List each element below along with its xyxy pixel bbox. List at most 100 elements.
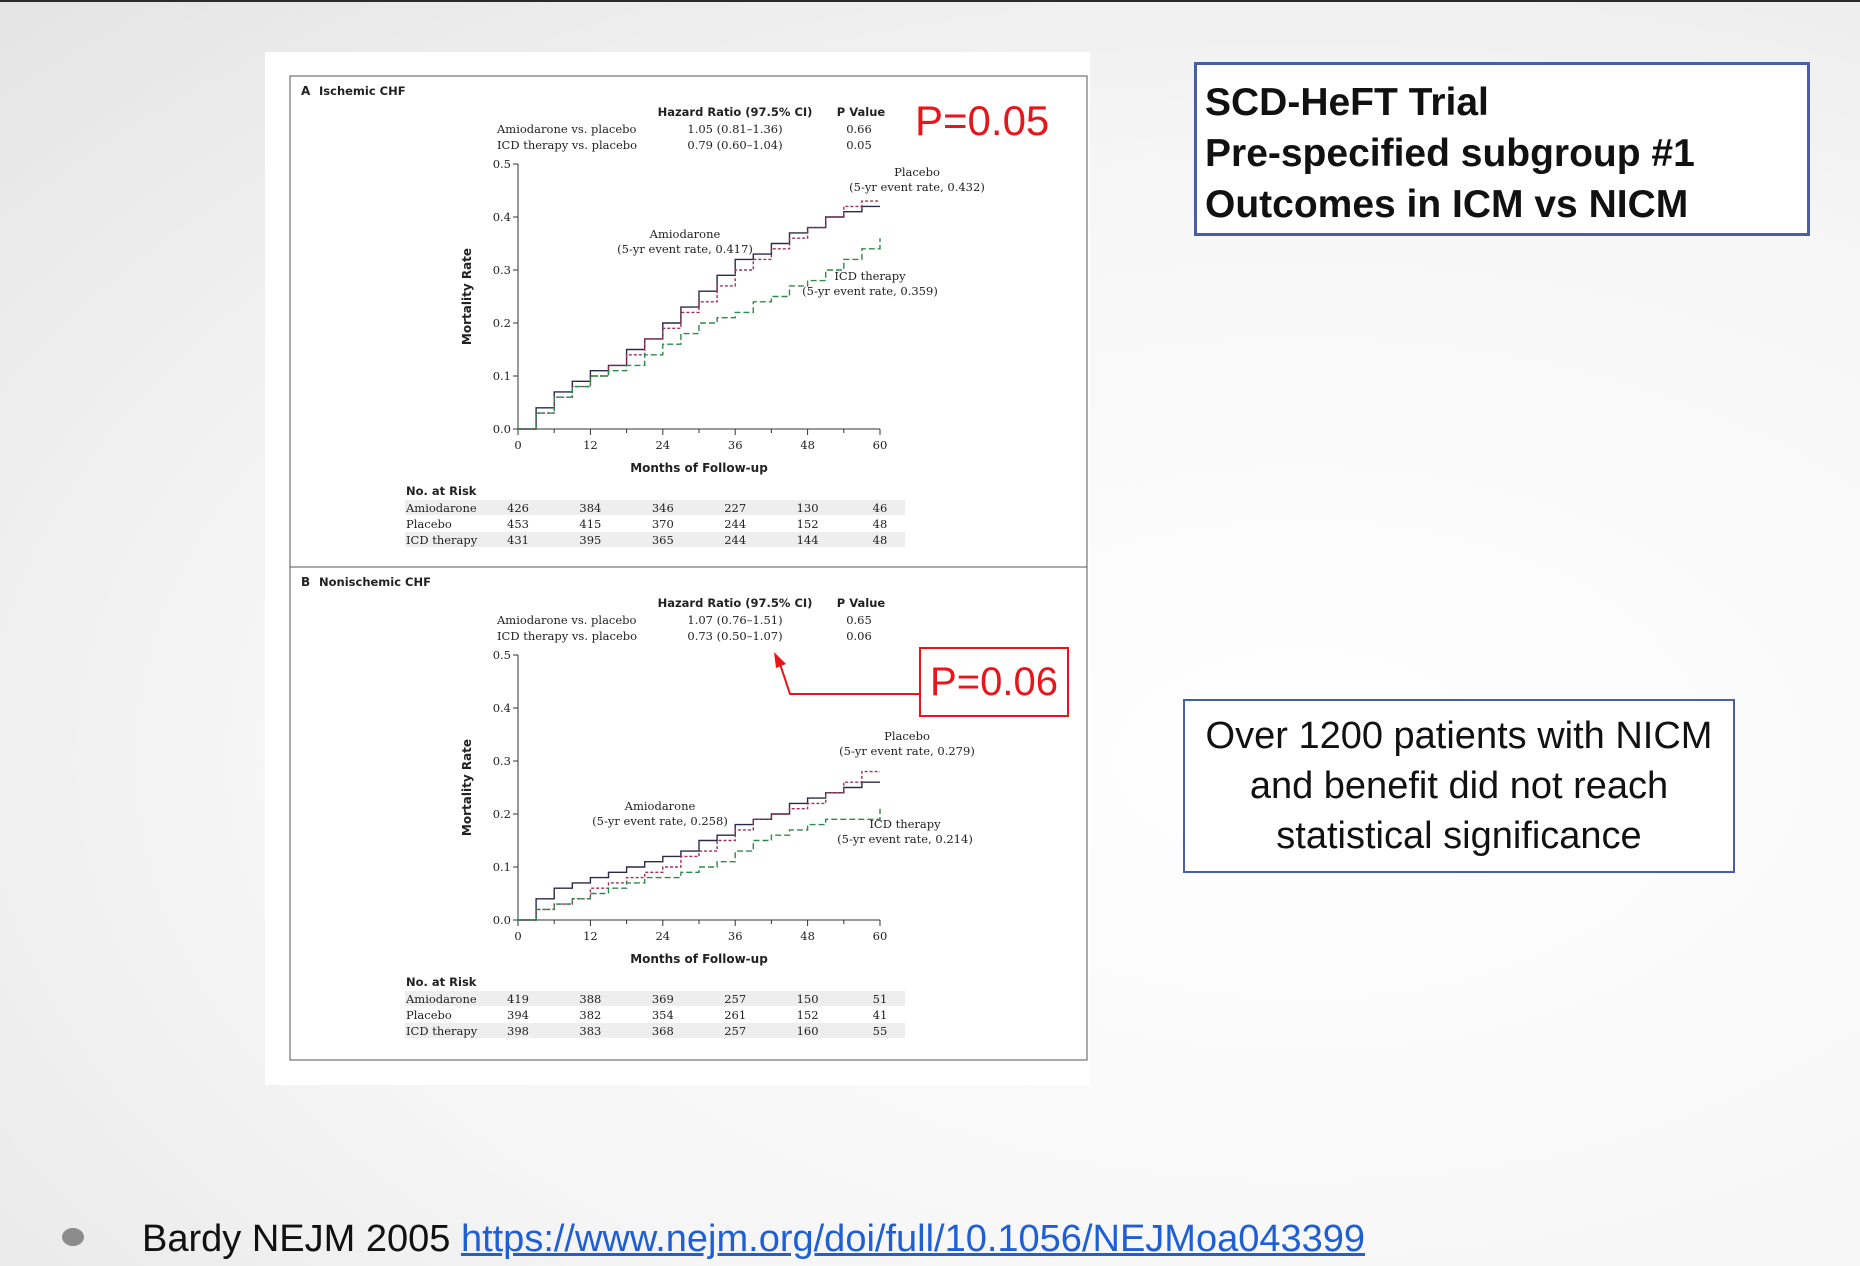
hr-row-p: 0.65 xyxy=(846,613,872,627)
risk-row-label: ICD therapy xyxy=(406,533,478,547)
km-figure-panel: A Ischemic CHF Hazard Ratio (97.5% CI) P Va… xyxy=(265,52,1090,1085)
hr-row-label: Amiodarone vs. placebo xyxy=(496,613,637,627)
figure-border xyxy=(289,75,1088,1061)
y-tick-label: 0.3 xyxy=(493,263,511,277)
citation: Bardy NEJM 2005 https://www.nejm.org/doi… xyxy=(142,1218,1365,1261)
y-tick-label: 0.2 xyxy=(493,807,511,821)
risk-value: 150 xyxy=(797,992,819,1006)
hr-row-value: 0.79 (0.60–1.04) xyxy=(687,138,782,152)
risk-value: 244 xyxy=(724,533,746,547)
risk-row-label: Amiodarone xyxy=(405,992,477,1006)
hr-row-p: 0.66 xyxy=(846,122,872,136)
risk-value: 152 xyxy=(797,1008,819,1022)
top-border-line xyxy=(0,0,1860,2)
risk-value: 257 xyxy=(724,1024,746,1038)
risk-value: 398 xyxy=(507,1024,529,1038)
p-header: P Value xyxy=(837,596,886,610)
x-tick-label: 36 xyxy=(728,929,743,943)
series-label: Placebo xyxy=(894,165,940,179)
risk-value: 419 xyxy=(507,992,529,1006)
risk-value: 46 xyxy=(873,501,888,515)
x-tick-label: 24 xyxy=(655,438,670,452)
x-tick-label: 48 xyxy=(800,929,815,943)
y-tick-label: 0.1 xyxy=(493,860,511,874)
series-event-rate: (5-yr event rate, 0.359) xyxy=(802,284,938,298)
risk-value: 415 xyxy=(579,517,601,531)
series-label: ICD therapy xyxy=(869,817,941,831)
series-curve-placebo xyxy=(518,200,880,430)
series-event-rate: (5-yr event rate, 0.258) xyxy=(592,814,728,828)
series-label: ICD therapy xyxy=(834,269,906,283)
risk-value: 257 xyxy=(724,992,746,1006)
risk-row-label: Placebo xyxy=(406,1008,452,1022)
hr-row-p: 0.05 xyxy=(846,138,872,152)
note-box: Over 1200 patients with NICM and benefit… xyxy=(1183,699,1735,873)
km-panel-a: A Ischemic CHF Hazard Ratio (97.5% CI) P Va… xyxy=(301,84,985,547)
y-tick-label: 0.3 xyxy=(493,754,511,768)
risk-value: 48 xyxy=(873,517,888,531)
y-axis-label: Mortality Rate xyxy=(460,739,474,836)
risk-value: 55 xyxy=(873,1024,888,1038)
x-tick-label: 12 xyxy=(583,929,598,943)
x-tick-label: 60 xyxy=(873,438,888,452)
risk-value: 346 xyxy=(652,501,674,515)
x-tick-label: 48 xyxy=(800,438,815,452)
panel-title: Ischemic CHF xyxy=(319,84,406,98)
risk-value: 431 xyxy=(507,533,529,547)
y-tick-label: 0.5 xyxy=(493,648,511,662)
bullet-dot xyxy=(62,1228,84,1246)
series-event-rate: (5-yr event rate, 0.432) xyxy=(849,180,985,194)
risk-value: 453 xyxy=(507,517,529,531)
citation-text: Bardy NEJM 2005 xyxy=(142,1218,451,1260)
x-tick-label: 0 xyxy=(514,929,521,943)
km-panel-b: B Nonischemic CHF Hazard Ratio (97.5% CI) P… xyxy=(301,575,975,1038)
panel-letter: A xyxy=(301,84,311,98)
p-value-callout-nonischemic: P=0.06 xyxy=(919,647,1069,717)
panel-title: Nonischemic CHF xyxy=(319,575,431,589)
series-label: Placebo xyxy=(884,729,930,743)
p-value-callout-ischemic: P=0.05 xyxy=(915,97,1050,144)
y-tick-label: 0.4 xyxy=(493,210,511,224)
x-tick-label: 0 xyxy=(514,438,521,452)
risk-value: 130 xyxy=(797,501,819,515)
hr-row-value: 0.73 (0.50–1.07) xyxy=(687,629,782,643)
hr-row-label: ICD therapy vs. placebo xyxy=(497,138,637,152)
citation-link[interactable]: https://www.nejm.org/doi/full/10.1056/NE… xyxy=(460,1218,1366,1260)
risk-row-band xyxy=(405,1023,905,1038)
risk-value: 388 xyxy=(579,992,601,1006)
risk-value: 383 xyxy=(579,1024,601,1038)
x-tick-label: 60 xyxy=(873,929,888,943)
risk-value: 382 xyxy=(579,1008,601,1022)
series-event-rate: (5-yr event rate, 0.279) xyxy=(839,744,975,758)
y-tick-label: 0.2 xyxy=(493,316,511,330)
risk-value: 144 xyxy=(797,533,819,547)
risk-row-band xyxy=(405,991,905,1006)
y-tick-label: 0.5 xyxy=(493,157,511,171)
risk-row-label: ICD therapy xyxy=(406,1024,478,1038)
risk-value: 370 xyxy=(652,517,674,531)
callout-arrow xyxy=(774,652,920,695)
hr-row-value: 1.07 (0.76–1.51) xyxy=(687,613,782,627)
p-header: P Value xyxy=(837,105,886,119)
risk-value: 426 xyxy=(507,501,529,515)
risk-value: 384 xyxy=(579,501,601,515)
y-tick-label: 0.0 xyxy=(493,913,511,927)
x-axis-label: Months of Follow-up xyxy=(630,461,768,475)
y-tick-label: 0.0 xyxy=(493,422,511,436)
risk-value: 365 xyxy=(652,533,674,547)
y-tick-label: 0.4 xyxy=(493,701,511,715)
title-line-3: Outcomes in ICM vs NICM xyxy=(1205,183,1689,226)
km-curves-figure: A Ischemic CHF Hazard Ratio (97.5% CI) P Va… xyxy=(289,75,1088,1061)
risk-row-band xyxy=(405,532,905,547)
x-tick-label: 36 xyxy=(728,438,743,452)
slide-title-box: SCD-HeFT Trial Pre-specified subgroup #1… xyxy=(1194,62,1810,236)
hr-row-label: Amiodarone vs. placebo xyxy=(496,122,637,136)
risk-row-label: Amiodarone xyxy=(405,501,477,515)
series-curve-amiodarone xyxy=(518,781,880,921)
series-label: Amiodarone xyxy=(624,799,696,813)
risk-value: 48 xyxy=(873,533,888,547)
risk-value: 354 xyxy=(652,1008,674,1022)
risk-value: 160 xyxy=(797,1024,819,1038)
series-event-rate: (5-yr event rate, 0.417) xyxy=(617,242,753,256)
hr-header: Hazard Ratio (97.5% CI) xyxy=(658,105,813,119)
